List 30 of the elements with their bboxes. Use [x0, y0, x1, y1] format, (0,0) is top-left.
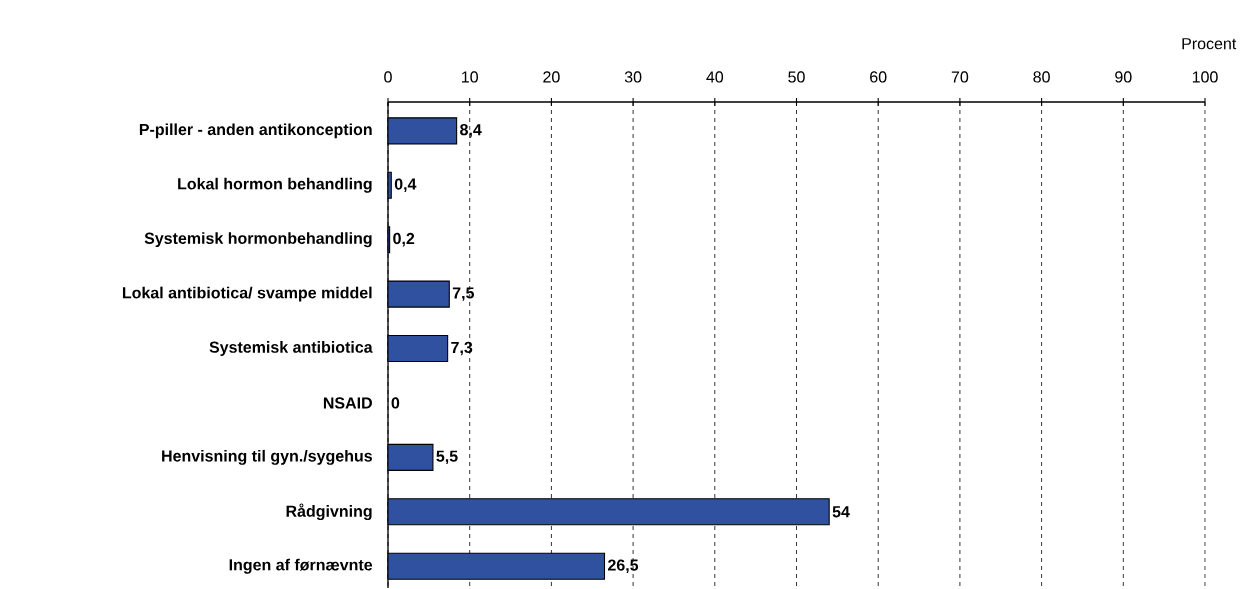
x-tick-label: 80	[1033, 71, 1050, 83]
data-label: 0,2	[393, 233, 415, 247]
data-label: 5,5	[436, 450, 458, 465]
y-tick-label: Ingen af førnævnte	[229, 558, 373, 574]
x-tick-label: 20	[543, 71, 560, 83]
data-label: 0	[391, 397, 400, 409]
y-tick-label: NSAID	[323, 397, 372, 409]
x-tick-label: 10	[462, 71, 478, 83]
y-tick-label: Rådgivning	[286, 503, 372, 521]
x-tick-label: 40	[706, 71, 724, 83]
y-tick-label: Henvisning til gyn./sygehus	[162, 450, 372, 466]
x-tick-label: 50	[788, 71, 805, 83]
data-label: 54	[832, 506, 850, 518]
y-tick-label: Lokal antibiotica/ svampe middel	[122, 286, 372, 302]
data-label: 8,4	[460, 124, 482, 138]
x-tick-label: 30	[624, 71, 642, 83]
data-label: 7,3	[451, 341, 473, 356]
y-tick-label: P-piller - anden antikonception	[139, 123, 372, 139]
y-tick-label: Systemisk hormonbehandling	[144, 232, 372, 248]
x-tick-label: 0	[384, 71, 392, 83]
data-label: 26,5	[608, 559, 639, 574]
x-tick-label: 90	[1115, 71, 1132, 83]
x-axis-title: Procent	[1182, 38, 1237, 50]
x-tick-label: 70	[951, 71, 969, 83]
data-label: 7,5	[452, 287, 475, 302]
data-label: 0,4	[394, 178, 417, 193]
y-tick-label: Systemisk antibiotica	[209, 341, 373, 357]
x-tick-label: 100	[1192, 71, 1218, 83]
x-tick-label: 60	[870, 71, 887, 83]
y-tick-label: Lokal hormon behandling	[178, 177, 372, 193]
